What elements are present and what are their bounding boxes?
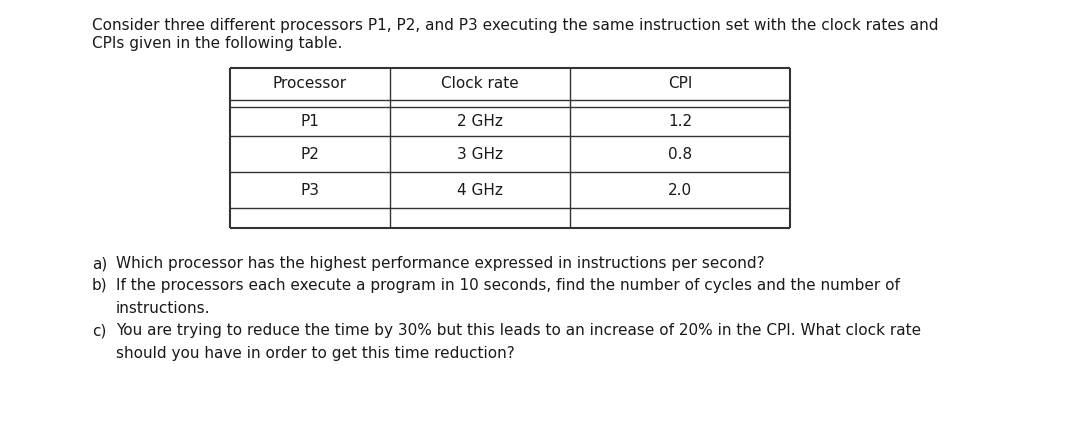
Text: P3: P3 [300,183,320,198]
Text: 1.2: 1.2 [667,114,692,129]
Text: CPI: CPI [667,76,692,92]
Text: You are trying to reduce the time by 30% but this leads to an increase of 20% in: You are trying to reduce the time by 30%… [116,324,921,338]
Text: CPIs given in the following table.: CPIs given in the following table. [92,36,342,51]
Text: b): b) [92,278,108,293]
Text: Processor: Processor [273,76,347,92]
Text: 2.0: 2.0 [667,183,692,198]
Text: a): a) [92,256,107,271]
Text: Which processor has the highest performance expressed in instructions per second: Which processor has the highest performa… [116,256,765,271]
Text: P1: P1 [300,114,320,129]
Text: should you have in order to get this time reduction?: should you have in order to get this tim… [116,346,515,361]
Text: c): c) [92,324,106,338]
Text: If the processors each execute a program in 10 seconds, find the number of cycle: If the processors each execute a program… [116,278,900,293]
Text: 2 GHz: 2 GHz [457,114,503,129]
Text: P2: P2 [300,146,320,161]
Text: 4 GHz: 4 GHz [457,183,503,198]
Text: instructions.: instructions. [116,301,211,316]
Text: 3 GHz: 3 GHz [457,146,503,161]
Text: Consider three different processors P1, P2, and P3 executing the same instructio: Consider three different processors P1, … [92,18,939,33]
Text: 0.8: 0.8 [667,146,692,161]
Text: Clock rate: Clock rate [441,76,518,92]
